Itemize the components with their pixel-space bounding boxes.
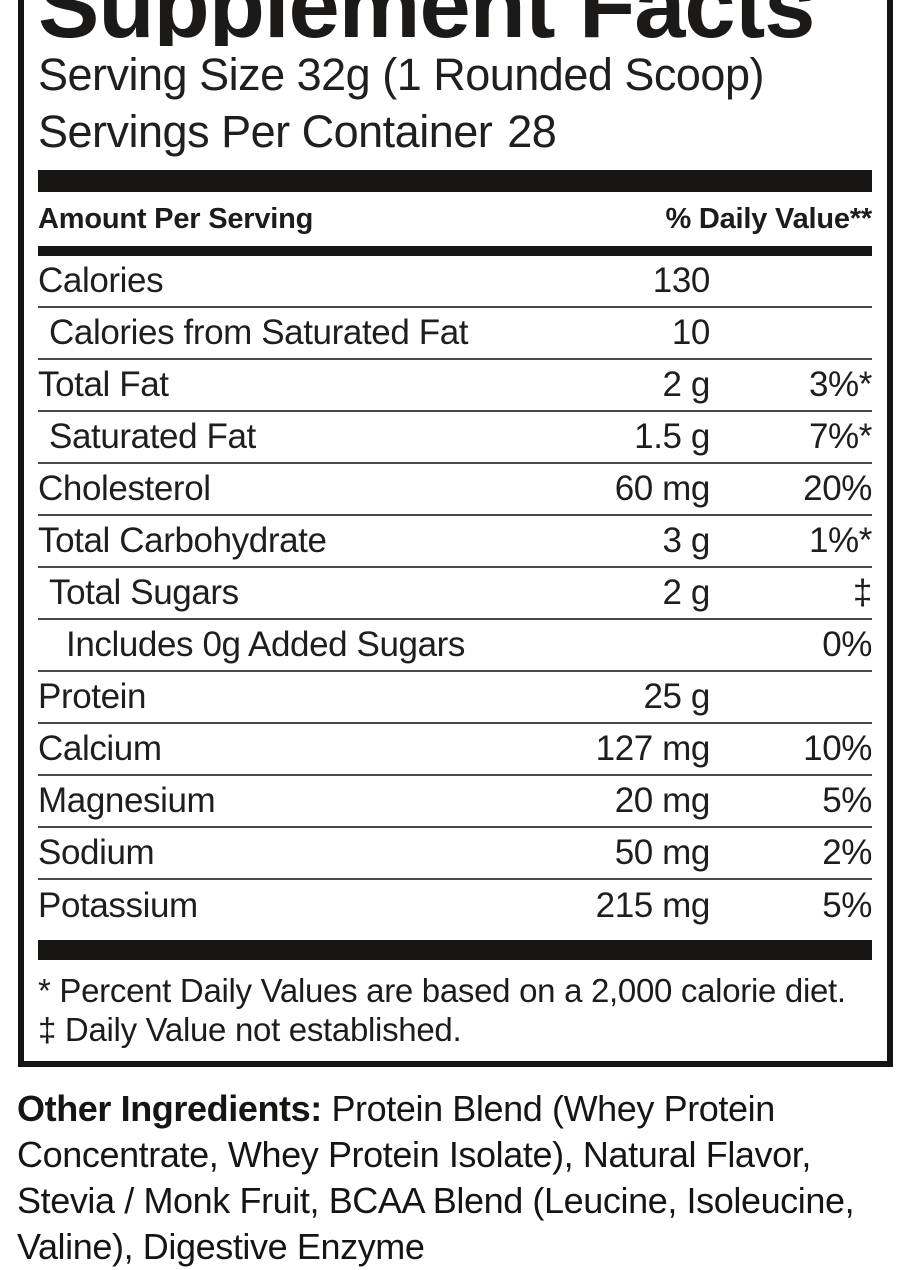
nutrient-name: Total Fat <box>38 365 169 404</box>
nutrient-name: Total Carbohydrate <box>38 521 327 560</box>
nutrient-name: Calories <box>38 261 164 300</box>
table-row: Potassium 215 mg 5% <box>38 880 872 932</box>
nutrient-amount: 3 g <box>662 521 711 560</box>
table-row: Calories 130 <box>38 256 872 308</box>
other-ingredients: Other Ingredients: Protein Blend (Whey P… <box>17 1086 897 1270</box>
header-divider-bar <box>38 246 872 256</box>
nutrient-amount: 127 mg <box>595 729 711 768</box>
nutrient-name: Saturated Fat <box>49 417 256 456</box>
nutrient-daily-value: 2% <box>822 833 872 872</box>
nutrient-name: Potassium <box>38 886 198 925</box>
nutrient-daily-value: 1%* <box>808 521 872 560</box>
thick-divider-bar <box>38 170 872 192</box>
footnotes: * Percent Daily Values are based on a 2,… <box>38 971 872 1049</box>
amount-per-serving-header: Amount Per Serving <box>38 202 314 235</box>
nutrient-amount: 25 g <box>643 677 710 716</box>
nutrient-amount: 2 g <box>662 573 711 612</box>
daily-value-header: % Daily Value** <box>665 202 872 235</box>
panel-title: Supplement Facts <box>38 0 815 46</box>
nutrient-name: Sodium <box>38 833 155 872</box>
nutrient-name: Calcium <box>38 729 162 768</box>
nutrient-daily-value: 5% <box>822 886 872 925</box>
table-row: Total Sugars 2 g ‡ <box>38 568 872 620</box>
table-row: Saturated Fat 1.5 g 7%* <box>38 412 872 464</box>
nutrient-daily-value: 5% <box>822 781 872 820</box>
servings-per-container-value: 28 <box>507 106 557 157</box>
nutrient-daily-value: 0% <box>822 625 872 664</box>
nutrient-daily-value: 7%* <box>808 417 872 456</box>
nutrient-amount: 2 g <box>662 365 711 404</box>
nutrient-daily-value: 3%* <box>808 365 872 404</box>
table-row: Protein 25 g <box>38 672 872 724</box>
serving-size-line: Serving Size 32g (1 Rounded Scoop) <box>38 49 764 100</box>
nutrient-amount: 130 <box>652 261 711 300</box>
table-row: Total Carbohydrate 3 g 1%* <box>38 516 872 568</box>
table-row: Magnesium 20 mg 5% <box>38 776 872 828</box>
table-row: Cholesterol 60 mg 20% <box>38 464 872 516</box>
table-row: Includes 0g Added Sugars 0% <box>38 620 872 672</box>
servings-per-container-label: Servings Per Container <box>38 106 493 157</box>
table-header-row: Amount Per Serving % Daily Value** <box>38 192 872 246</box>
nutrient-name: Includes 0g Added Sugars <box>66 625 466 664</box>
other-ingredients-label: Other Ingredients: <box>17 1088 322 1129</box>
table-row: Calories from Saturated Fat 10 <box>38 308 872 360</box>
nutrient-amount: 50 mg <box>614 833 711 872</box>
nutrient-daily-value: 20% <box>803 469 872 508</box>
nutrient-amount: 1.5 g <box>634 417 710 456</box>
nutrient-daily-value: 10% <box>803 729 872 768</box>
panel-title-clip: Supplement Facts <box>38 0 872 46</box>
nutrient-daily-value: ‡ <box>852 573 872 612</box>
daily-value-footnote: * Percent Daily Values are based on a 2,… <box>38 972 846 1009</box>
nutrient-table: Calories 130 Calories from Saturated Fat… <box>38 256 872 932</box>
supplement-facts-panel: Supplement Facts Serving Size 32g (1 Rou… <box>18 0 893 1067</box>
not-established-footnote: ‡ Daily Value not established. <box>38 1011 462 1048</box>
nutrient-name: Protein <box>38 677 147 716</box>
nutrient-amount: 215 mg <box>595 886 711 925</box>
thick-divider-bar <box>38 940 872 960</box>
nutrient-name: Cholesterol <box>38 469 211 508</box>
servings-per-container-line: Servings Per Container 28 <box>38 103 872 160</box>
nutrient-amount: 10 <box>671 313 711 352</box>
table-row: Sodium 50 mg 2% <box>38 828 872 880</box>
nutrient-name: Magnesium <box>38 781 216 820</box>
table-row: Calcium 127 mg 10% <box>38 724 872 776</box>
nutrient-name: Total Sugars <box>49 573 239 612</box>
table-row: Total Fat 2 g 3%* <box>38 360 872 412</box>
nutrient-amount: 60 mg <box>614 469 711 508</box>
nutrient-name: Calories from Saturated Fat <box>49 313 469 352</box>
nutrient-amount: 20 mg <box>614 781 711 820</box>
